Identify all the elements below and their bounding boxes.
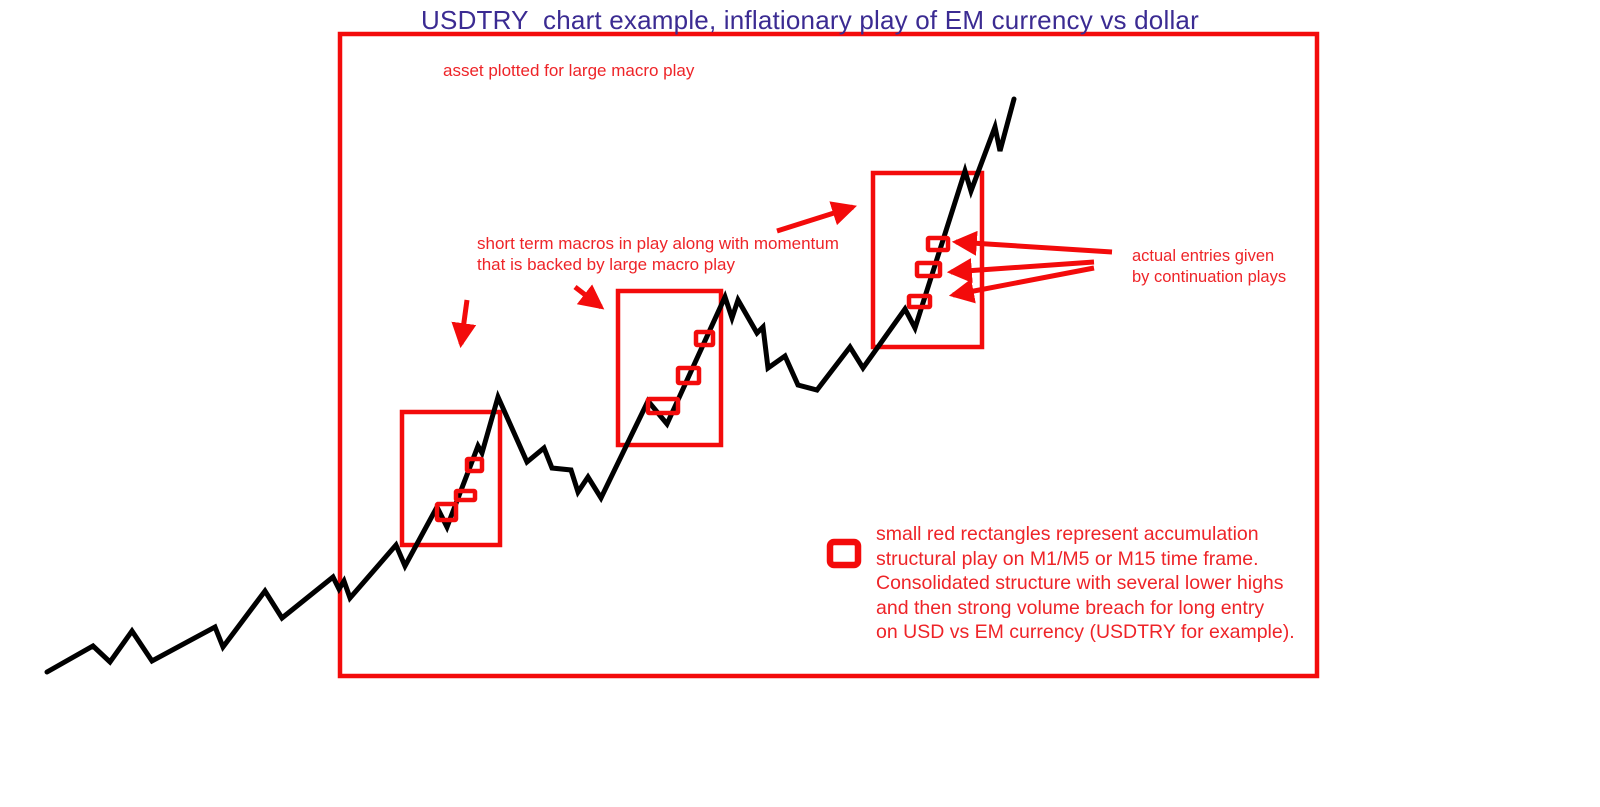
accumulation-box-3 (870, 170, 985, 350)
legend-line-2: structural play on M1/M5 or M15 time fra… (876, 547, 1259, 570)
entry-rect-3 (464, 456, 485, 474)
legend-line-5: on USD vs EM currency (USDTRY for exampl… (876, 621, 1295, 644)
momentum-note: short term macros in play along with mom… (477, 233, 839, 275)
entry-rect-2 (453, 488, 478, 503)
accumulation-box-1 (399, 409, 503, 548)
entry-rect-4 (645, 396, 681, 416)
arrow-to-box2 (573, 284, 605, 310)
legend-line-3: Consolidated structure with several lowe… (876, 572, 1284, 595)
arrow-entry-1 (951, 230, 1113, 256)
macro-frame-box (337, 31, 1320, 679)
entry-rect-1 (434, 501, 459, 523)
arrow-entry-2 (946, 258, 1095, 284)
entry-rect-5 (675, 365, 702, 386)
asset-macro-note: asset plotted for large macro play (443, 61, 695, 80)
legend-line-1: small red rectangles represent accumulat… (876, 523, 1259, 545)
entries-note: actual entries given by continuation pla… (1132, 246, 1286, 288)
legend-line-4: and then strong volume breach for long e… (876, 596, 1265, 619)
accumulation-box-2 (615, 288, 724, 448)
legend-description: small red rectangles represent accumulat… (876, 522, 1295, 645)
entry-rect-7 (925, 235, 951, 253)
entry-rect-8 (914, 260, 943, 279)
entry-rect-9 (906, 293, 933, 310)
momentum-note-line-1: short term macros in play along with mom… (477, 234, 839, 253)
arrow-to-box3 (776, 201, 857, 234)
chart-title: USDTRY chart example, inflationary play … (421, 5, 1199, 35)
arrow-entry-3 (948, 265, 1095, 304)
entries-note-line-2: by continuation plays (1132, 268, 1287, 286)
arrow-down-into-box1-area (451, 299, 477, 349)
momentum-note-line-2: that is backed by large macro play (477, 255, 735, 274)
legend-swatch-rectangle (826, 538, 862, 569)
entry-rect-6 (693, 329, 716, 348)
price-line (44, 96, 1017, 675)
entries-note-line-1: actual entries given (1132, 247, 1275, 265)
